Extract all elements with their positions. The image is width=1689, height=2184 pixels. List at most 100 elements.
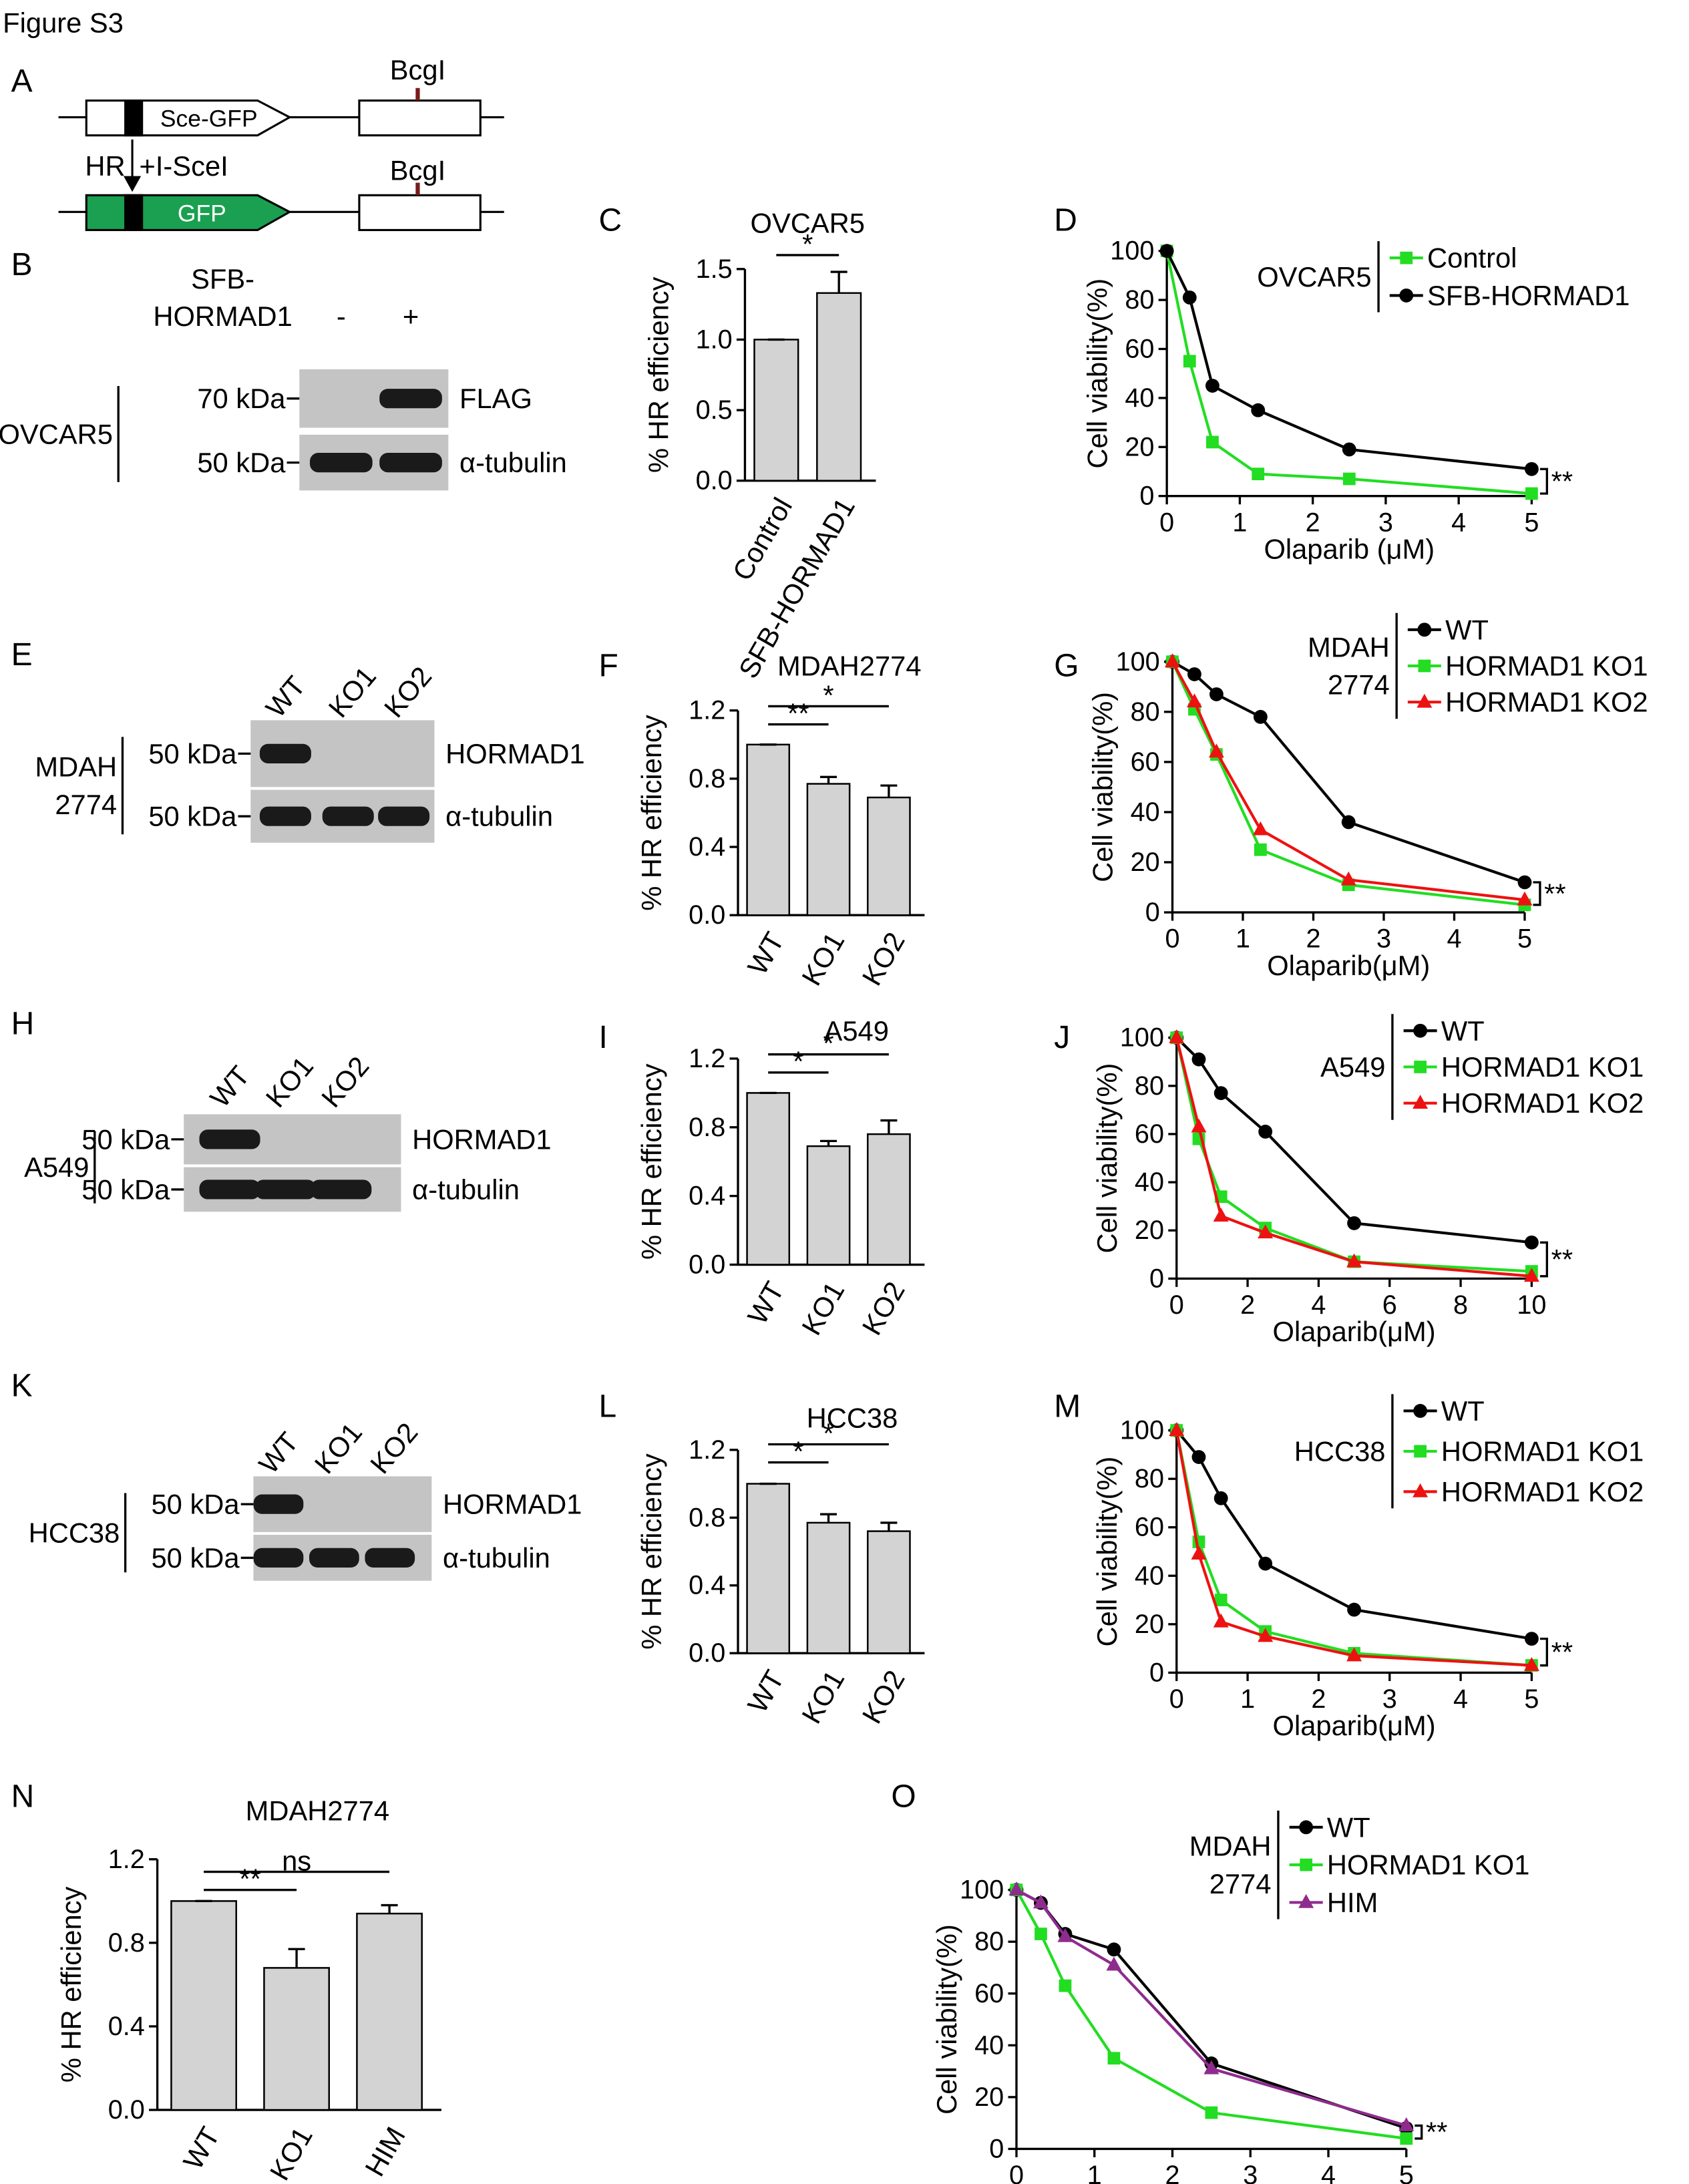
- x-tick-label: 3: [1378, 508, 1393, 537]
- marker: [1213, 1208, 1229, 1222]
- cell-line-label: OVCAR5: [0, 418, 113, 449]
- legend-marker: [1413, 1483, 1429, 1497]
- marker: [1524, 462, 1539, 476]
- protein-label: FLAG: [459, 383, 532, 414]
- panel-letter: J: [1054, 1020, 1070, 1055]
- x-tick-label: 10: [1517, 1290, 1546, 1320]
- legend-title: HCC38: [1294, 1435, 1386, 1467]
- blot-header: HORMAD1: [153, 301, 292, 332]
- site-bar: [124, 194, 144, 232]
- marker: [1258, 1224, 1274, 1239]
- schematic-label: Sce-GFP: [160, 106, 258, 132]
- marker: [1203, 2060, 1219, 2074]
- y-tick-label: 60: [1135, 1513, 1164, 1542]
- x-axis-label: Olaparib(μM): [1267, 950, 1430, 981]
- marker: [1347, 1216, 1362, 1230]
- marker: [1346, 1647, 1362, 1662]
- y-axis-label: % HR efficiency: [643, 277, 675, 473]
- x-tick-label: 0: [1009, 2161, 1024, 2184]
- legend-marker: [1300, 1858, 1313, 1871]
- protein-label: HORMAD1: [443, 1489, 582, 1520]
- bar: [806, 1521, 851, 1654]
- marker: [1517, 875, 1532, 890]
- legend-title: MDAH: [1308, 631, 1390, 663]
- blot-band: [254, 1179, 316, 1200]
- mw-marker: 50 kDa: [152, 1542, 240, 1574]
- significance-label: **: [1551, 466, 1573, 497]
- chart-title: MDAH2774: [777, 651, 921, 682]
- y-tick-label: 80: [1125, 285, 1154, 315]
- marker: [1251, 403, 1266, 417]
- cell-line-label: 2774: [55, 789, 117, 820]
- marker: [1209, 687, 1224, 701]
- blot-band: [259, 743, 311, 763]
- x-tick-label: 1: [1240, 1684, 1255, 1714]
- y-tick-label: 0.0: [108, 2095, 145, 2125]
- series-line: [1165, 250, 1532, 496]
- blot-band: [378, 806, 430, 826]
- schematic: [58, 87, 504, 232]
- arrow-head: [123, 176, 142, 192]
- x-tick-label: 0: [1165, 924, 1179, 954]
- y-tick-label: 40: [1135, 1561, 1164, 1590]
- y-tick-label: 1.5: [696, 254, 733, 284]
- marker: [1252, 821, 1268, 836]
- y-tick-label: 0: [1149, 1658, 1164, 1687]
- protein-label: α-tubulin: [459, 447, 567, 478]
- legend-marker: [1400, 251, 1413, 264]
- bar: [170, 1900, 237, 2111]
- figure-title: Figure S3: [3, 7, 124, 38]
- schematic-label: HR: [85, 150, 125, 182]
- legend-label: SFB-HORMAD1: [1427, 280, 1630, 311]
- error-bar: [880, 1119, 898, 1135]
- panel-letter: B: [11, 247, 33, 283]
- x-axis-label: Olaparib (μM): [1264, 533, 1435, 564]
- blot-band: [199, 1179, 260, 1200]
- error-bar: [820, 1513, 837, 1523]
- y-axis-label: % HR efficiency: [55, 1887, 87, 2083]
- y-tick-label: 0.5: [696, 395, 733, 425]
- error-bar: [820, 1139, 837, 1147]
- marker: [1525, 487, 1538, 500]
- marker: [1398, 2117, 1415, 2131]
- significance-label: **: [787, 697, 809, 729]
- legend-label: Control: [1427, 242, 1517, 274]
- y-tick-label: 0: [1145, 898, 1160, 927]
- legend-marker: [1418, 659, 1431, 673]
- x-tick-label: 2: [1306, 508, 1320, 537]
- y-tick-label: 0.4: [689, 832, 725, 862]
- blot-band: [379, 389, 442, 409]
- marker: [1191, 1450, 1206, 1464]
- x-tick-label: 1: [1236, 924, 1250, 954]
- marker: [1254, 843, 1267, 856]
- y-tick-label: 20: [1131, 848, 1160, 877]
- marker: [1183, 355, 1196, 368]
- marker: [1205, 379, 1219, 393]
- blot-band: [259, 806, 311, 826]
- panel-letter: O: [891, 1779, 916, 1814]
- legend-label: HORMAD1 KO1: [1441, 1435, 1644, 1467]
- marker: [1191, 1118, 1207, 1133]
- significance-bracket: [1539, 1241, 1549, 1278]
- significance-label: *: [802, 228, 813, 260]
- significance-label: *: [823, 1417, 833, 1449]
- y-tick-label: 60: [1135, 1119, 1164, 1149]
- panel-letter: D: [1054, 202, 1077, 238]
- chart-title: OVCAR5: [751, 208, 865, 239]
- y-tick-label: 0.0: [689, 900, 725, 930]
- marker: [1191, 1052, 1206, 1067]
- x-tick-label: 5: [1524, 508, 1539, 537]
- marker: [1106, 1956, 1122, 1971]
- marker: [1107, 1942, 1121, 1957]
- significance-label: **: [1544, 878, 1565, 909]
- legend-marker: [1399, 289, 1414, 303]
- y-tick-label: 20: [974, 2082, 1004, 2112]
- x-tick-label: 3: [1382, 1684, 1397, 1714]
- marker: [1523, 1657, 1539, 1671]
- mw-marker: 70 kDa: [197, 383, 286, 414]
- x-tick-label: 0: [1169, 1290, 1184, 1320]
- y-tick-label: 40: [1131, 797, 1160, 827]
- mw-marker: 50 kDa: [81, 1123, 170, 1155]
- gene-box: [358, 99, 482, 137]
- gene-box: [358, 194, 482, 232]
